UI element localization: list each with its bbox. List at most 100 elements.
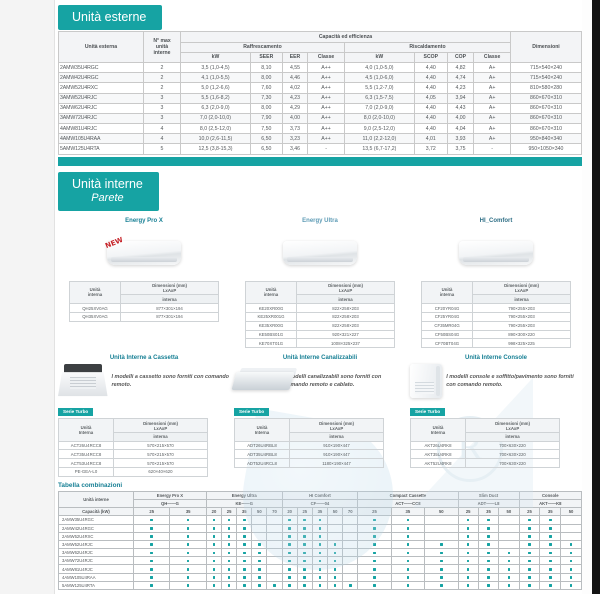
compatibility-dot-icon [548,527,552,530]
compatibility-dot-icon [406,559,410,563]
cell-max: 2 [143,82,181,94]
cell-compatible [457,523,479,533]
cell-dimensions: 890×300×220 [472,329,571,340]
cell-scop: 3,72 [413,143,448,155]
th-dimensions-sub: interna [120,294,219,305]
cell-cop: 4,82 [446,61,475,74]
cell-cooling-kw: 6,3 (2,0-9,0) [180,102,251,114]
table-row: 2AMW52U4RXC [58,531,582,541]
th-inner-units: Unità interne [58,490,134,509]
dimensions-table: Unità Interna Dimensioni (mm) LxAxP intern… [234,418,384,469]
compatibility-dot-icon [242,535,246,538]
compatibility-dot-icon [303,518,307,522]
th-size-2-25: 25 [221,507,238,517]
compatibility-dot-icon [528,559,531,563]
cell-compatible [221,572,238,582]
cell-dimensions: 715×540×240 [510,61,582,74]
cell-compatible [221,539,238,550]
cell-compatible [498,564,520,574]
cell-compatible [236,548,253,558]
cell-not-compatible [560,531,582,541]
table-row: QH35XV0AG 877×301×194 [69,311,219,322]
cell-unit: ADT52U4RCL8 [234,458,290,469]
compatibility-dot-icon [466,576,470,579]
th-size-2-20: 20 [205,507,223,517]
th-heating: Riscaldamento [343,41,512,53]
combinations-table-head: Unità interne Energy Pro X Energy Ultra HI … [58,490,583,517]
cell-unit: 2AMW42U4RGC [58,72,144,84]
table-row: QH25XV0AG 877×301×194 [69,303,219,313]
cell-eer: 4,29 [281,102,309,114]
page-left-gutter [0,0,55,600]
cell-compatible [424,564,459,574]
compatibility-dot-icon [466,559,470,563]
dimensions-table: Unità Interna Dimensioni (mm) LxAxP intern… [410,418,560,469]
compatibility-dot-icon [303,551,307,555]
cell-not-compatible [424,531,459,541]
dimensions-table-body: ACT26U4RCC8 570×215×570 ACT35U4RCC8 570×215… [58,440,208,477]
cell-unit: ADT26U4RBL8 [234,440,290,451]
cell-max: 4 [143,123,181,135]
cell-cop: 4,74 [446,72,475,84]
compatibility-dot-icon [273,584,276,587]
cell-compatible [281,515,298,525]
cell-dimensions: 570×215×570 [113,458,208,469]
th-heating-class: Classe [473,51,511,63]
compatibility-dot-icon [318,584,322,587]
product-illustration: I modelli a cassetto sono forniti con co… [58,362,230,400]
compatibility-dot-icon [303,567,307,571]
th-family-code-3: CF——04 [281,498,359,509]
cell-dimensions: 715×540×240 [510,72,582,84]
compatibility-dot-icon [150,584,153,587]
cell-compatible [424,548,459,558]
cell-compatible [518,539,541,550]
cell-not-compatible [266,548,283,558]
cell-compatible [477,556,500,566]
table-row: 5AMW125U4RTA [58,580,582,591]
compatibility-dot-icon [373,567,376,571]
th-family-2: Energy Ultra [205,490,283,500]
cell-compatible [539,515,562,525]
cell-unit: ACT26U4RCC8 [58,440,114,451]
cell-compatible [477,539,500,550]
th-size-4-35: 35 [390,507,426,517]
cell-compatible [477,548,500,558]
serie-label: Serie Turbo [410,407,446,416]
compatibility-dot-icon [466,584,470,587]
cell-dimensions: 860×670×310 [510,102,582,114]
cell-unit: KE70XT01G [245,338,297,349]
table-row: 2AMW35U4RGC 2 3,5 (1,0-4,5) 8,10 4,55 A++ 4,0 … [58,61,582,74]
compatibility-dot-icon [487,559,490,563]
cell-not-compatible [266,556,283,566]
cell-compatible [205,548,223,558]
cell-not-compatible [498,531,520,541]
product-note: I modelli console e soffitto/pavimento s… [446,374,574,389]
cell-compatible [477,531,500,541]
dimensions-table-body: ADT26U4RBL8 910×190×447 ADT35U4RBL8 910×190… [234,440,384,469]
cell-compatible [539,539,562,550]
product-image [234,225,406,281]
cell-unit: 2AMW35U4RGC [58,61,144,74]
compatibility-dot-icon [569,584,573,587]
cell-unit: CF25YR04G [421,311,473,322]
cell-compatible [205,539,223,550]
cell-compatible [424,539,459,550]
cell-dimensions: 700×630×220 [465,449,560,460]
cell-compatible [296,531,313,541]
wall-product-2: Energy Ultra Unità interna Dimensioni (mm)… [234,215,406,349]
cell-compatible [357,572,392,582]
cell-unit: CF35MR04G [421,320,473,331]
serie-label: Serie Turbo [58,407,94,416]
cell-not-compatible [326,531,344,541]
compatibility-dot-icon [288,567,291,571]
table-row: PE-GEA-L0 620×40×620 [58,467,208,477]
cell-compatible [311,572,329,582]
wall-ac-unit-image [283,240,357,265]
compatibility-dot-icon [303,535,307,538]
cell-not-compatible [560,523,582,533]
product-image: NEW [58,225,230,281]
cell-compatible [326,572,344,582]
table-row: 5AMW125U4RTA 5 12,5 (3,8-15,3) 6,50 3,46-13,… [58,143,582,155]
cell-compatible [357,531,392,541]
compatibility-dot-icon [333,543,337,547]
